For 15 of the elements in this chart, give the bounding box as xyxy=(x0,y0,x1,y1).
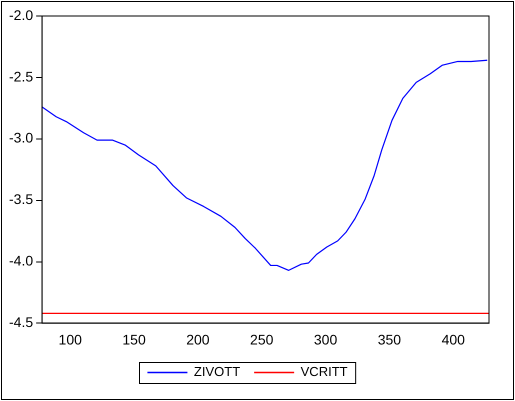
x-tick-label: 100 xyxy=(58,331,82,348)
legend-label: VCRITT xyxy=(300,364,348,380)
x-tick-label: 250 xyxy=(250,331,274,348)
y-tick-label: -3.0 xyxy=(9,130,34,146)
x-tick-label: 400 xyxy=(442,331,466,348)
x-tick-label: 350 xyxy=(378,331,402,348)
y-tick-label: -4.0 xyxy=(9,252,34,269)
y-tick-label: -2.0 xyxy=(9,6,34,23)
x-tick-label: 200 xyxy=(186,331,210,348)
y-tick-label: -3.5 xyxy=(9,191,34,208)
y-tick-label: -2.5 xyxy=(9,68,34,84)
x-tick-label: 300 xyxy=(314,331,338,348)
legend-label: ZIVOTT xyxy=(194,364,240,380)
x-tick-label: 150 xyxy=(122,331,146,348)
y-tick-label: -4.5 xyxy=(9,314,34,330)
